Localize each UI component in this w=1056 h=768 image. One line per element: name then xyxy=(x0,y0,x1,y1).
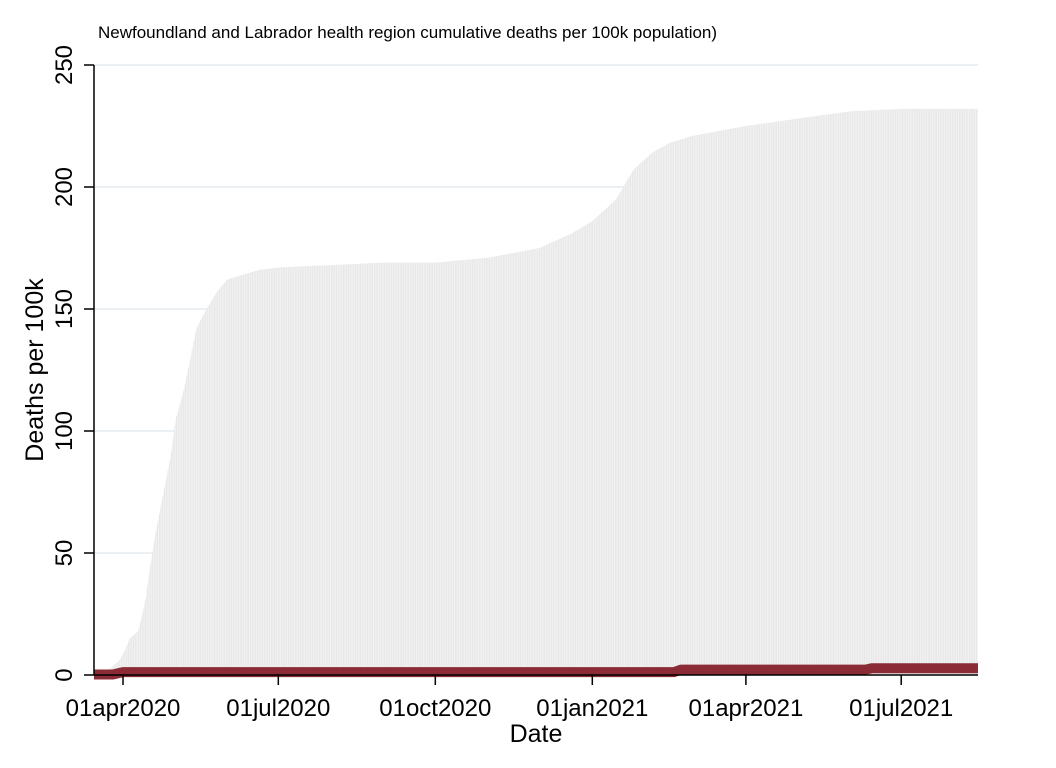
x-axis-ticks: 01apr2020 01jul2020 01oct2020 01jan2021 01ap… xyxy=(66,675,953,722)
x-tick-label: 01apr2020 xyxy=(66,695,181,722)
y-axis-ticks: 0 50 100 150 200 250 xyxy=(51,45,94,682)
y-tick-label: 200 xyxy=(51,167,78,207)
x-tick-label: 01apr2021 xyxy=(689,695,804,722)
y-axis-label: Deaths per 100k xyxy=(21,278,49,462)
y-tick-label: 100 xyxy=(51,411,78,451)
area-series xyxy=(94,108,978,675)
y-tick-label: 250 xyxy=(51,45,78,85)
x-tick-label: 01jul2021 xyxy=(849,695,953,722)
x-tick-label: 01oct2020 xyxy=(379,695,491,722)
chart-title: Newfoundland and Labrador health region … xyxy=(98,23,717,42)
y-tick-label: 50 xyxy=(51,540,78,567)
line-series xyxy=(94,663,978,680)
area-spikes xyxy=(98,108,977,675)
series-line xyxy=(94,663,978,680)
y-tick-label: 150 xyxy=(51,289,78,329)
x-axis-label: Date xyxy=(510,720,563,748)
x-tick-label: 01jul2020 xyxy=(226,695,330,722)
x-tick-label: 01jan2021 xyxy=(536,695,648,722)
y-tick-label: 0 xyxy=(51,668,78,681)
